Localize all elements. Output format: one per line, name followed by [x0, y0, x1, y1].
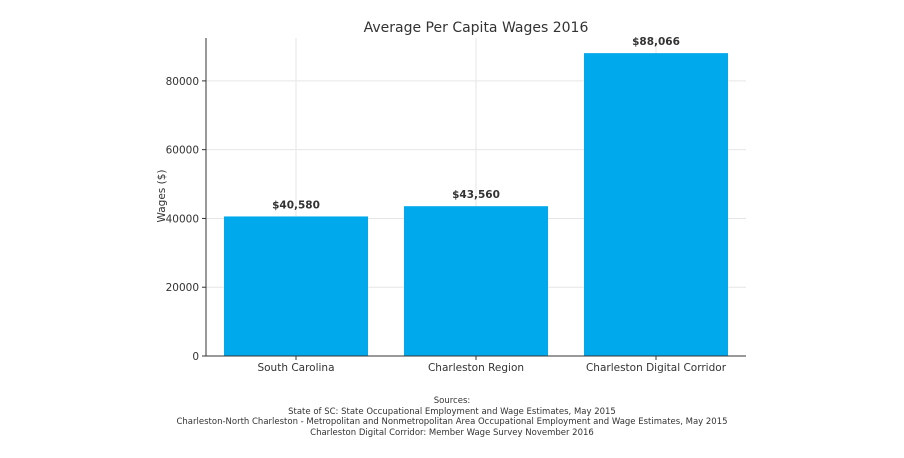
bar-charleston-region	[404, 206, 548, 356]
bar-south-carolina	[224, 216, 368, 356]
chart-title: Average Per Capita Wages 2016	[364, 20, 589, 36]
y-axis-label: Wages ($)	[156, 170, 168, 223]
y-tick-label: 80000	[166, 76, 199, 88]
data-label: $88,066	[632, 36, 680, 48]
bar-charleston-digital-corridor	[584, 53, 728, 357]
data-label: $43,560	[452, 189, 500, 201]
y-tick-label: 60000	[166, 145, 199, 157]
x-tick-label: South Carolina	[257, 362, 334, 374]
y-tick-label: 40000	[166, 213, 199, 225]
x-tick-label: Charleston Region	[428, 362, 524, 374]
sources-note: Sources: State of SC: State Occupational…	[0, 396, 904, 438]
bars	[224, 53, 728, 357]
bar-chart: Average Per Capita Wages 2016 Wages ($) …	[156, 20, 746, 374]
y-tick-label: 0	[192, 351, 199, 363]
x-tick-label: Charleston Digital Corridor	[586, 362, 727, 374]
source-line: Charleston Digital Corridor: Member Wage…	[310, 427, 594, 438]
sources-heading: Sources:	[433, 396, 471, 406]
source-line: State of SC: State Occupational Employme…	[288, 406, 616, 417]
x-ticks: South Carolina Charleston Region Charlesto…	[257, 356, 727, 374]
y-ticks: 0 20000 40000 60000 80000	[166, 76, 206, 363]
data-label: $40,580	[272, 199, 320, 211]
source-line: Charleston-North Charleston - Metropolit…	[176, 417, 728, 427]
y-tick-label: 20000	[166, 282, 199, 294]
data-labels: $40,580 $43,560 $88,066	[272, 36, 680, 211]
